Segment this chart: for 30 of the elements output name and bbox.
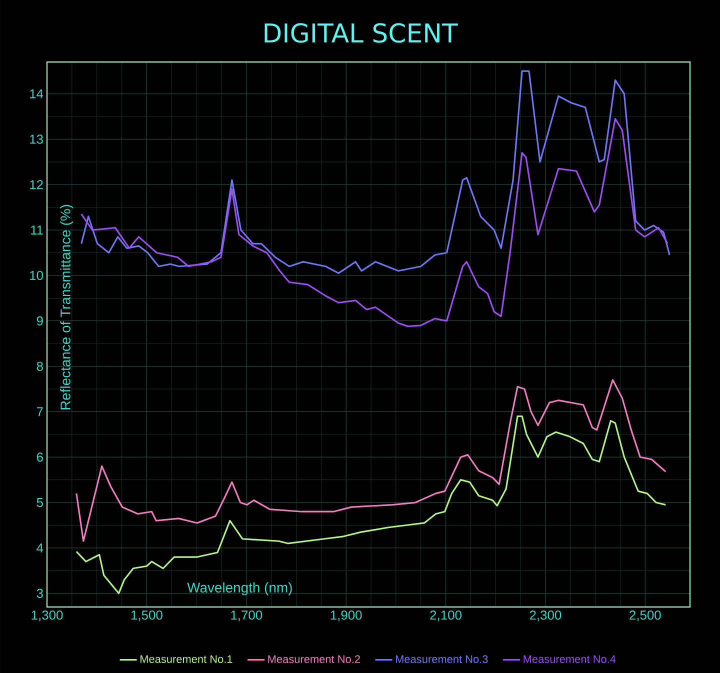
x-tick-label: 1,700 bbox=[231, 610, 262, 622]
y-tick-label: 6 bbox=[36, 452, 43, 462]
y-tick-label: 10 bbox=[30, 270, 43, 280]
chart-title: DIGITAL SCENT bbox=[264, 23, 458, 43]
y-tick-label: 4 bbox=[36, 543, 44, 552]
x-tick-label: 1,900 bbox=[330, 610, 362, 622]
y-axis-title: Reflectance of Transmittance (%) bbox=[60, 204, 74, 410]
y-tick-label: 11 bbox=[31, 226, 43, 234]
y-tick-label: 3 bbox=[36, 588, 43, 598]
legend-label: Measurement No.4 bbox=[524, 655, 616, 663]
legend-label: Measurement No.2 bbox=[268, 655, 360, 664]
line-series bbox=[80, 118, 668, 328]
x-tick-label: 1,300 bbox=[32, 610, 63, 622]
y-tick-label: 13 bbox=[30, 134, 43, 144]
x-tick-label: 2,300 bbox=[530, 610, 562, 622]
y-tick-label: 5 bbox=[36, 498, 43, 508]
x-axis-title: Wavelength (nm) bbox=[187, 582, 292, 596]
y-tick-label: 9 bbox=[36, 316, 43, 326]
y-tick-label: 14 bbox=[30, 89, 44, 98]
line-series bbox=[80, 70, 670, 274]
line-series bbox=[76, 379, 666, 542]
line-series bbox=[76, 415, 666, 594]
y-tick-label: 12 bbox=[30, 180, 43, 190]
x-tick-label: 2,100 bbox=[430, 610, 462, 622]
legend-label: Measurement No.1 bbox=[140, 655, 232, 663]
x-tick-label: 1,500 bbox=[131, 610, 162, 622]
legend-label: Measurement No.3 bbox=[396, 655, 488, 664]
x-tick-label: 2,500 bbox=[630, 610, 661, 622]
y-tick-label: 8 bbox=[36, 362, 43, 371]
y-tick-label: 7 bbox=[36, 407, 43, 416]
